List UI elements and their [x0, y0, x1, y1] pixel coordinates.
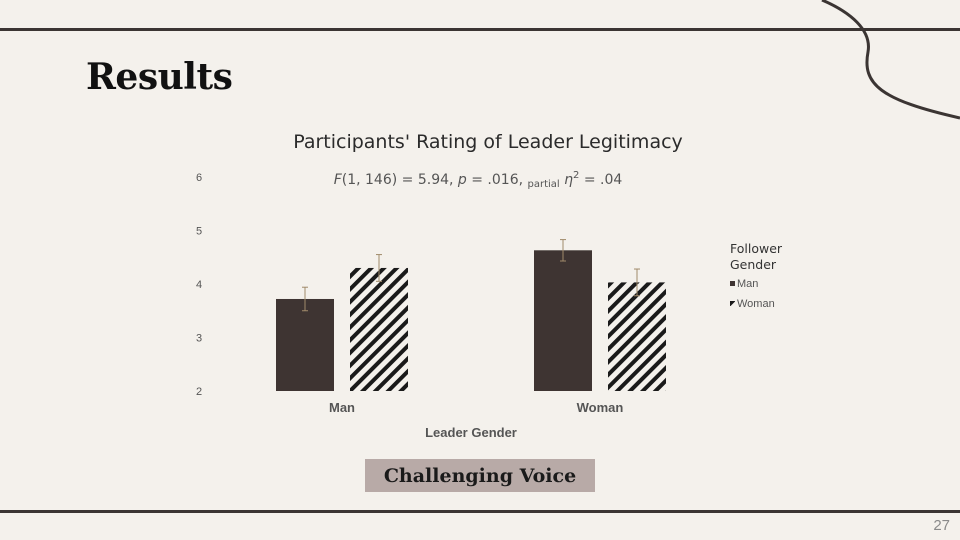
legend-swatch — [730, 301, 735, 306]
page-number: 27 — [933, 517, 950, 534]
statistics-line: F(1, 146) = 5.94, p = .016, partial η2 =… — [333, 170, 623, 190]
x-axis-title: Leader Gender — [425, 425, 517, 440]
legend-label: Man — [737, 278, 758, 290]
error-bar — [302, 286, 308, 312]
y-tick-label: 5 — [196, 226, 202, 238]
x-category-label: Man — [329, 400, 355, 415]
legend-swatch — [730, 281, 735, 286]
chart-title: Participants' Rating of Leader Legitimac… — [293, 131, 683, 153]
legend-title: Follower — [730, 241, 783, 256]
bottom-divider — [0, 510, 960, 513]
error-bar — [560, 239, 566, 262]
y-tick-label: 2 — [196, 386, 202, 398]
bar-woman-follower-woman-leader — [608, 282, 666, 391]
legend-title: Gender — [730, 257, 777, 272]
condition-label: Challenging Voice — [365, 459, 595, 492]
y-tick-label: 4 — [196, 279, 202, 291]
bar-man-follower-woman-leader — [534, 250, 592, 391]
x-category-label: Woman — [577, 400, 624, 415]
bar-woman-follower-man-leader — [350, 267, 408, 391]
error-bar — [634, 268, 640, 297]
bar-man-follower-man-leader — [276, 298, 334, 391]
error-bar — [376, 254, 382, 282]
top-divider — [0, 28, 960, 31]
slide-title: Results — [86, 56, 233, 98]
y-tick-label: 6 — [196, 172, 202, 184]
legend-label: Woman — [737, 298, 775, 310]
y-tick-label: 3 — [196, 333, 202, 345]
